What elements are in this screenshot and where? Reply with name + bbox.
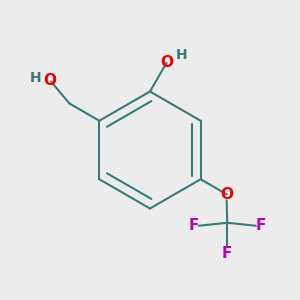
Text: H: H bbox=[176, 48, 187, 62]
Text: F: F bbox=[256, 218, 266, 233]
Text: O: O bbox=[221, 187, 234, 202]
Text: F: F bbox=[188, 218, 199, 233]
Text: H: H bbox=[29, 71, 41, 85]
Text: F: F bbox=[222, 246, 232, 261]
Text: O: O bbox=[44, 73, 57, 88]
Text: O: O bbox=[160, 56, 173, 70]
